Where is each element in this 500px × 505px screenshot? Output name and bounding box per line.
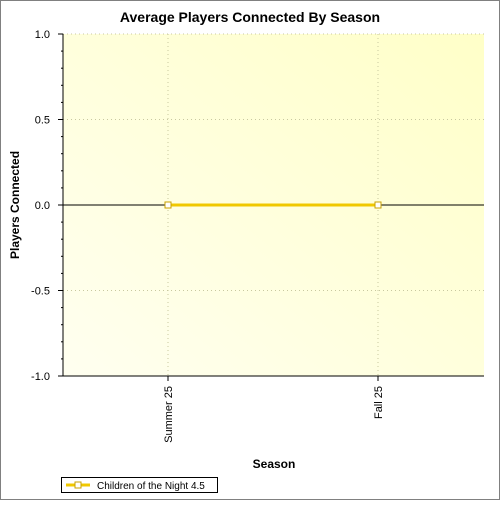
y-tick-label: 1.0 — [35, 29, 50, 41]
legend-item-label: Children of the Night 4.5 — [97, 481, 205, 492]
y-tick-label: 0.0 — [35, 200, 50, 212]
grid-lines — [63, 33, 484, 377]
chart-title: Average Players Connected By Season — [120, 9, 380, 25]
x-axis-ticks: Summer 25 Fall 25 — [163, 376, 385, 443]
y-axis-ticks: 1.0 0.5 0.0 -0.5 -1.0 — [31, 29, 63, 383]
y-tick-label: 0.5 — [35, 115, 50, 127]
y-tick-label: -1.0 — [31, 371, 50, 383]
data-point — [374, 201, 382, 209]
x-tick-label: Summer 25 — [163, 386, 175, 443]
legend-box — [61, 477, 218, 493]
legend-marker-swatch — [74, 481, 82, 489]
data-point — [164, 201, 172, 209]
x-axis-label: Season — [253, 457, 296, 471]
legend: Children of the Night 4.5 — [61, 477, 218, 493]
y-tick-label: -0.5 — [31, 286, 50, 298]
x-tick-label: Fall 25 — [373, 386, 385, 419]
y-axis-label: Players Connected — [8, 151, 22, 259]
series-lines — [164, 201, 382, 209]
